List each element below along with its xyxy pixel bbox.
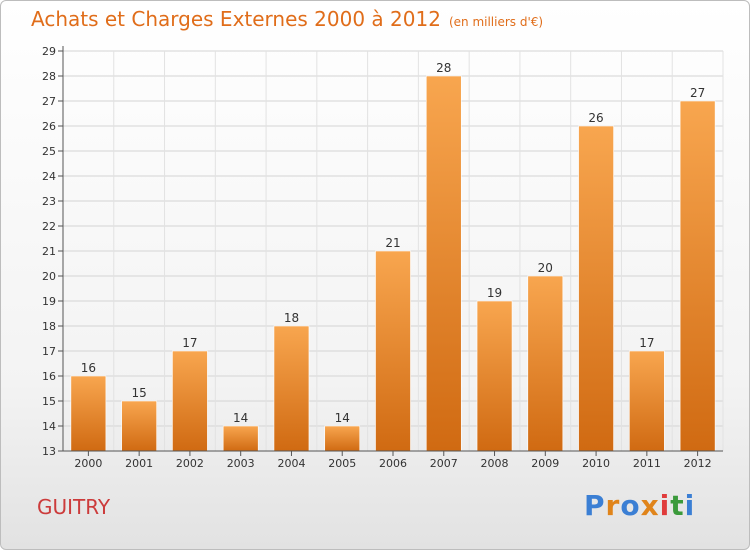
bar-value-label: 19 — [487, 286, 502, 300]
logo-letter: r — [605, 489, 621, 522]
x-tick-label: 2010 — [582, 457, 610, 470]
y-tick-label: 18 — [42, 320, 56, 333]
y-tick-label: 14 — [42, 420, 56, 433]
bar — [375, 250, 411, 452]
logo-letter: x — [640, 489, 660, 522]
bar — [527, 275, 564, 452]
x-tick-label: 2000 — [74, 457, 102, 470]
bar — [324, 425, 361, 452]
chart-title: Achats et Charges Externes 2000 à 2012 (e… — [31, 7, 543, 31]
x-tick-label: 2001 — [125, 457, 153, 470]
y-tick-label: 25 — [42, 145, 56, 158]
bar — [172, 350, 208, 452]
y-tick-label: 24 — [42, 170, 56, 183]
bar — [222, 425, 259, 452]
x-tick-label: 2011 — [633, 457, 661, 470]
y-tick-label: 15 — [42, 395, 56, 408]
bar — [273, 325, 310, 452]
bar-value-label: 14 — [233, 411, 248, 425]
y-tick-label: 23 — [42, 195, 56, 208]
bar-value-label: 16 — [81, 361, 96, 375]
bar — [121, 400, 157, 452]
chart-subtitle: (en milliers d'€) — [448, 15, 544, 29]
x-tick-label: 2012 — [684, 457, 712, 470]
y-tick-label: 28 — [42, 70, 56, 83]
bar-value-label: 26 — [588, 111, 603, 125]
bar-value-label: 17 — [639, 336, 654, 350]
bar — [425, 75, 462, 452]
y-tick-label: 26 — [42, 120, 56, 133]
y-tick-label: 20 — [42, 270, 56, 283]
bar — [70, 375, 107, 452]
axes: 13 14 15 16 17 18 19 20 21 22 23 24 25 26 27 28 29 2000 20… — [42, 45, 723, 470]
y-tick-label: 27 — [42, 95, 56, 108]
logo-letter: i — [684, 489, 696, 522]
bar — [679, 100, 716, 452]
x-tick-label: 2005 — [328, 457, 356, 470]
proxiti-logo[interactable]: Proxiti — [584, 489, 695, 522]
x-tick-label: 2007 — [430, 457, 458, 470]
bar — [578, 125, 614, 452]
logo-letter: P — [584, 489, 606, 522]
x-tick-label: 2006 — [379, 457, 407, 470]
x-tick-label: 2003 — [227, 457, 255, 470]
bar-value-label: 17 — [182, 336, 197, 350]
bar-value-label: 18 — [284, 311, 299, 325]
logo-letter: i — [659, 489, 671, 522]
bar-value-label: 20 — [538, 261, 553, 275]
bar — [629, 350, 665, 452]
bar-value-label: 14 — [335, 411, 350, 425]
y-tick-label: 22 — [42, 220, 56, 233]
bar-value-label: 28 — [436, 61, 451, 75]
y-tick-label: 19 — [42, 295, 56, 308]
bar-value-label: 15 — [132, 386, 147, 400]
bars: 16 15 17 14 18 14 21 28 19 20 26 17 27 — [70, 61, 716, 452]
logo-letter: t — [670, 489, 685, 522]
bar-value-label: 27 — [690, 86, 705, 100]
x-tick-label: 2008 — [481, 457, 509, 470]
city-name: GUITRY — [37, 495, 111, 519]
x-tick-label: 2004 — [277, 457, 305, 470]
y-tick-label: 16 — [42, 370, 56, 383]
chart-title-text: Achats et Charges Externes 2000 à 2012 — [31, 7, 441, 31]
y-tick-label: 13 — [42, 445, 56, 458]
bar — [476, 300, 513, 452]
y-tick-label: 17 — [42, 345, 56, 358]
logo-letter: o — [620, 489, 641, 522]
x-tick-label: 2002 — [176, 457, 204, 470]
bar-value-label: 21 — [385, 236, 400, 250]
y-tick-label: 21 — [42, 245, 56, 258]
x-tick-label: 2009 — [531, 457, 559, 470]
y-tick-label: 29 — [42, 45, 56, 58]
